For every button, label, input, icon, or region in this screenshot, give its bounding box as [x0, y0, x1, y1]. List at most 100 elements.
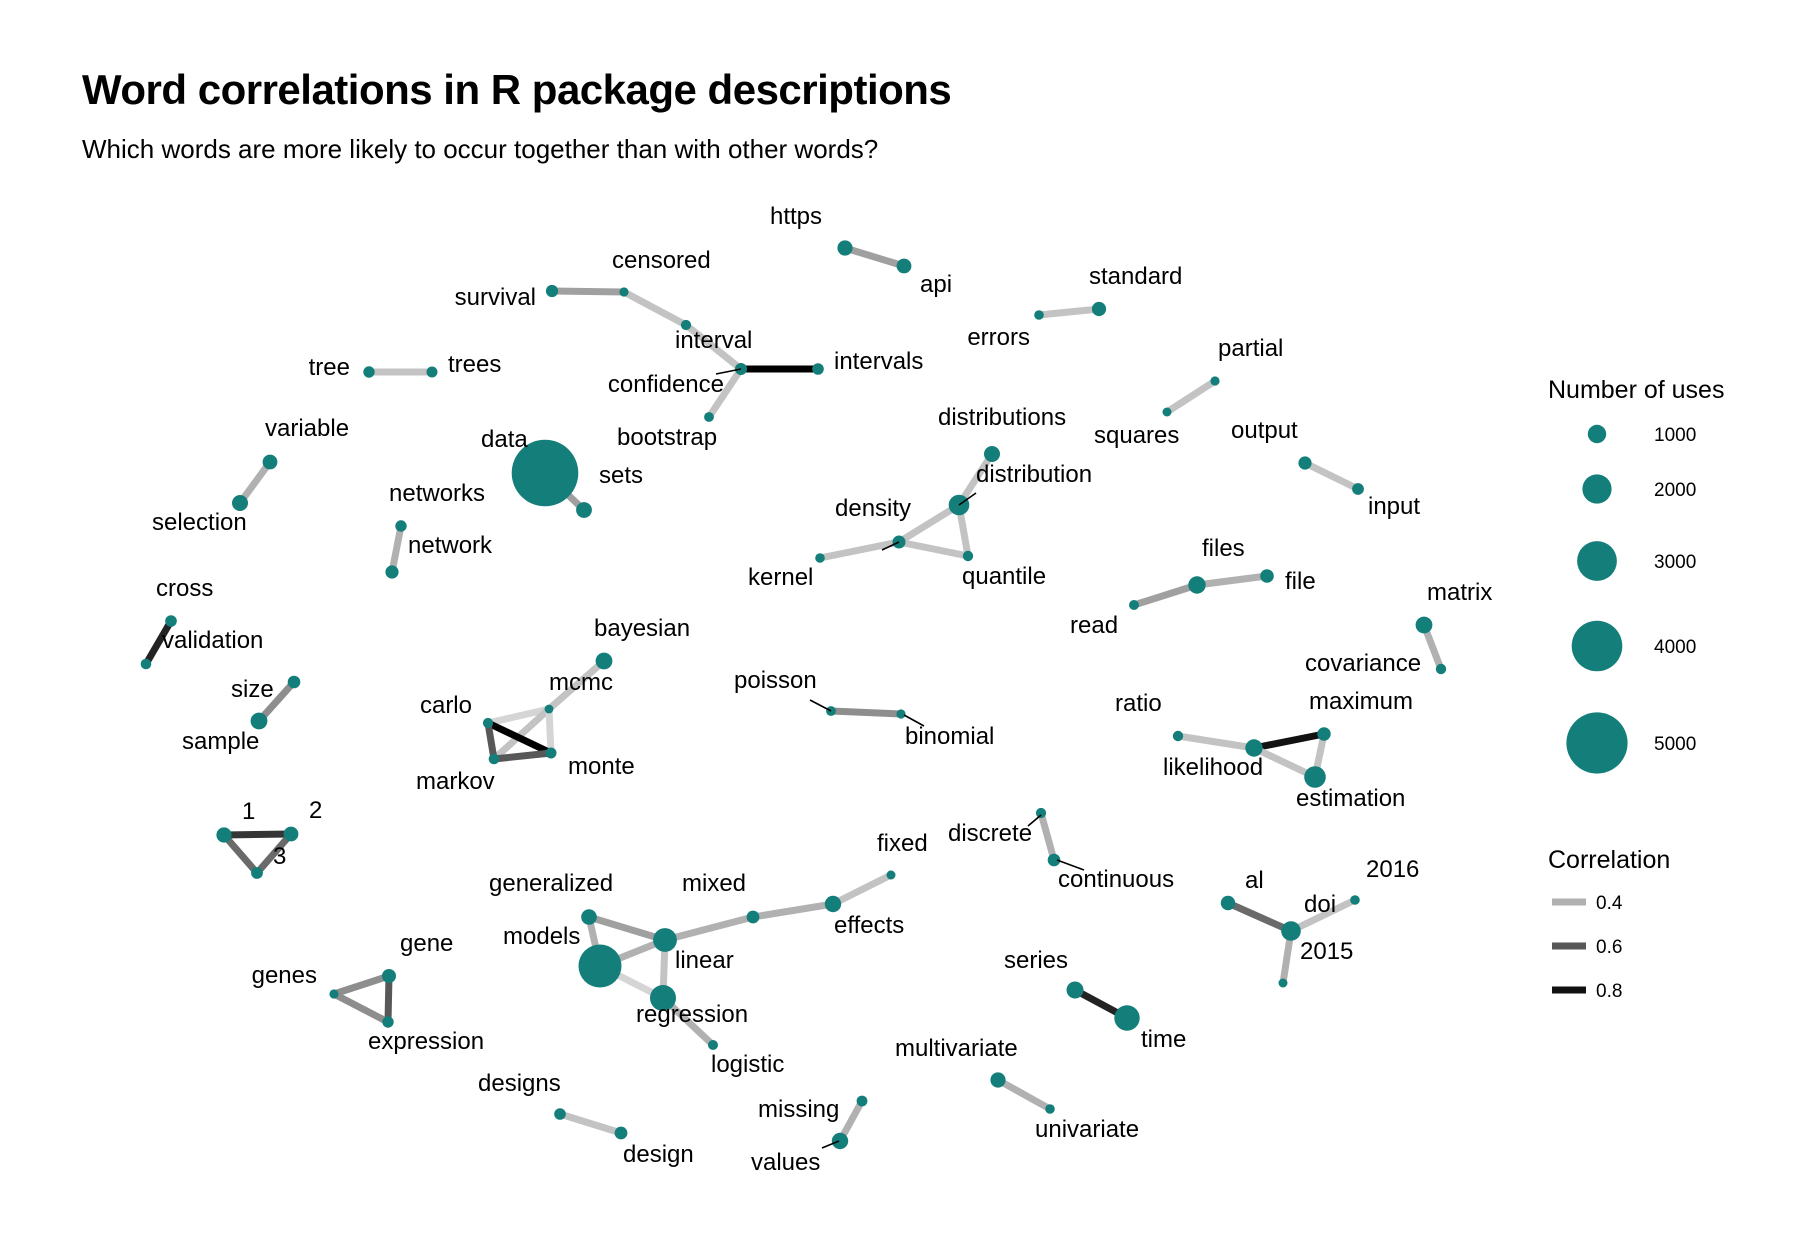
node-missing[interactable]	[856, 1095, 868, 1107]
node-sample[interactable]	[250, 712, 268, 730]
node-2[interactable]	[283, 826, 299, 842]
node-ratio[interactable]	[1172, 730, 1184, 742]
node-genes[interactable]	[329, 989, 339, 999]
legend-size-key-3000	[1577, 541, 1617, 581]
node-interval[interactable]	[680, 319, 692, 331]
node-tree[interactable]	[363, 366, 375, 378]
node-label-generalized: generalized	[489, 870, 613, 897]
node-1[interactable]	[216, 827, 232, 843]
node-selection[interactable]	[232, 495, 248, 511]
legend-corr-label-0.4: 0.4	[1596, 893, 1623, 914]
node-bayesian[interactable]	[595, 652, 613, 670]
node-squares[interactable]	[1162, 407, 1172, 417]
node-design[interactable]	[614, 1126, 628, 1140]
node-input[interactable]	[1352, 483, 1364, 495]
node-likelihood[interactable]	[1245, 739, 1263, 757]
node-fixed[interactable]	[886, 870, 896, 880]
node-time[interactable]	[1114, 1005, 1140, 1031]
node-regression[interactable]	[650, 985, 676, 1011]
node-monte[interactable]	[545, 747, 557, 759]
node-files[interactable]	[1188, 576, 1206, 594]
node-api[interactable]	[896, 258, 912, 274]
node-file[interactable]	[1260, 569, 1274, 583]
node-size[interactable]	[287, 675, 301, 689]
node-label-fixed: fixed	[877, 830, 928, 857]
node-values[interactable]	[831, 1132, 849, 1150]
node-gene[interactable]	[382, 969, 396, 983]
legend-size-title: Number of uses	[1548, 376, 1724, 404]
node-binomial[interactable]	[896, 709, 906, 719]
node-2016[interactable]	[1350, 895, 1360, 905]
edge-ratio-likelihood	[1177, 732, 1255, 752]
node-quantile[interactable]	[962, 550, 974, 562]
node-cross[interactable]	[165, 615, 177, 627]
node-output[interactable]	[1298, 456, 1312, 470]
node-trees[interactable]	[426, 366, 438, 378]
node-expression[interactable]	[382, 1016, 394, 1028]
node-multivariate[interactable]	[990, 1072, 1006, 1088]
node-linear[interactable]	[653, 928, 677, 952]
edge-multivariate-univariate	[996, 1076, 1052, 1113]
edge-variable-selection	[237, 459, 273, 506]
node-label-estimation: estimation	[1296, 785, 1405, 812]
node-censored[interactable]	[619, 287, 629, 297]
node-logistic[interactable]	[708, 1040, 718, 1050]
leader-line-binomial	[903, 714, 925, 727]
node-kernel[interactable]	[815, 553, 825, 563]
node-intervals[interactable]	[812, 363, 824, 375]
node-carlo[interactable]	[482, 717, 494, 729]
node-label-distributions: distributions	[938, 404, 1066, 431]
node-label-effects: effects	[834, 912, 904, 939]
node-distributions[interactable]	[984, 446, 1000, 462]
edges-layer	[142, 244, 1445, 1143]
node-survival[interactable]	[545, 284, 559, 298]
leader-line-discrete	[1027, 814, 1042, 827]
node-errors[interactable]	[1034, 310, 1044, 320]
edge-censored-interval	[622, 288, 688, 329]
node-label-validation: validation	[162, 627, 263, 654]
node-mcmc[interactable]	[544, 704, 554, 714]
node-label-3: 3	[273, 843, 286, 870]
node-series[interactable]	[1066, 981, 1084, 999]
node-discrete[interactable]	[1035, 807, 1047, 819]
node-sets[interactable]	[576, 502, 592, 518]
node-maximum[interactable]	[1317, 727, 1331, 741]
edge-doi-2016	[1289, 896, 1357, 935]
node-designs[interactable]	[554, 1108, 566, 1120]
node-estimation[interactable]	[1304, 766, 1326, 788]
edge-mixed-linear	[664, 913, 754, 944]
node-label-sets: sets	[599, 462, 643, 489]
node-label-likelihood: likelihood	[1163, 754, 1263, 781]
node-univariate[interactable]	[1045, 1104, 1055, 1114]
legend: Number of uses 1000 2000 3000 4000 5000 Correl…	[1548, 376, 1724, 1002]
node-matrix[interactable]	[1415, 616, 1433, 634]
node-covariance[interactable]	[1435, 663, 1447, 675]
node-continuous[interactable]	[1047, 853, 1061, 867]
node-3[interactable]	[251, 867, 263, 879]
node-https[interactable]	[837, 240, 853, 256]
node-read[interactable]	[1129, 600, 1139, 610]
node-label-genes: genes	[252, 962, 317, 989]
node-models[interactable]	[578, 944, 622, 988]
node-bootstrap[interactable]	[704, 412, 714, 422]
node-generalized[interactable]	[581, 909, 597, 925]
node-effects[interactable]	[824, 895, 842, 913]
node-networks[interactable]	[395, 520, 407, 532]
node-label-distribution: distribution	[976, 461, 1092, 488]
edge-distribution-density	[897, 502, 961, 545]
node-al[interactable]	[1220, 895, 1236, 911]
node-mixed[interactable]	[746, 910, 760, 924]
node-2015[interactable]	[1278, 978, 1288, 988]
node-validation[interactable]	[140, 658, 152, 670]
node-network[interactable]	[385, 565, 399, 579]
node-label-bayesian: bayesian	[594, 615, 690, 642]
node-label-models: models	[503, 923, 580, 950]
node-data[interactable]	[511, 439, 579, 507]
node-standard[interactable]	[1091, 301, 1107, 317]
node-partial[interactable]	[1210, 376, 1220, 386]
node-variable[interactable]	[262, 454, 278, 470]
node-doi[interactable]	[1281, 921, 1301, 941]
node-markov[interactable]	[488, 753, 500, 765]
node-label-mcmc: mcmc	[549, 669, 613, 696]
edge-generalized-linear	[587, 913, 667, 944]
